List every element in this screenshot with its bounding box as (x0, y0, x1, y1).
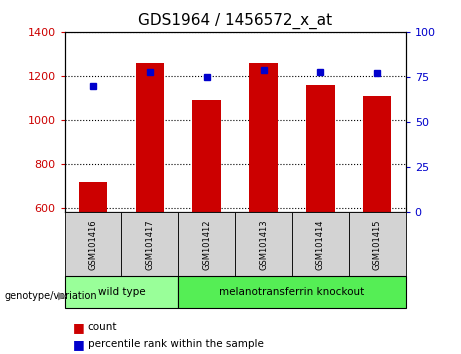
Text: melanotransferrin knockout: melanotransferrin knockout (219, 287, 365, 297)
Text: wild type: wild type (98, 287, 145, 297)
Text: ■: ■ (72, 338, 84, 350)
Bar (121, 212, 178, 276)
Text: genotype/variation: genotype/variation (5, 291, 97, 301)
Bar (292, 212, 349, 276)
Bar (249, 63, 278, 212)
Bar (79, 182, 107, 212)
Text: percentile rank within the sample: percentile rank within the sample (88, 339, 264, 349)
Title: GDS1964 / 1456572_x_at: GDS1964 / 1456572_x_at (138, 13, 332, 29)
Bar (363, 96, 391, 212)
Bar (65, 276, 178, 308)
Text: GSM101417: GSM101417 (145, 219, 154, 270)
Text: ■: ■ (72, 321, 84, 334)
Bar (306, 85, 335, 212)
Bar (193, 100, 221, 212)
Bar (136, 63, 164, 212)
Text: GSM101414: GSM101414 (316, 219, 325, 269)
Text: GSM101416: GSM101416 (89, 219, 97, 270)
Bar (65, 212, 121, 276)
Text: GSM101412: GSM101412 (202, 219, 211, 269)
Text: count: count (88, 322, 117, 332)
Text: GSM101415: GSM101415 (373, 219, 382, 269)
Text: GSM101413: GSM101413 (259, 219, 268, 270)
Bar (349, 212, 406, 276)
Text: ▶: ▶ (58, 291, 66, 301)
Bar (178, 276, 406, 308)
Bar (235, 212, 292, 276)
Bar (178, 212, 235, 276)
